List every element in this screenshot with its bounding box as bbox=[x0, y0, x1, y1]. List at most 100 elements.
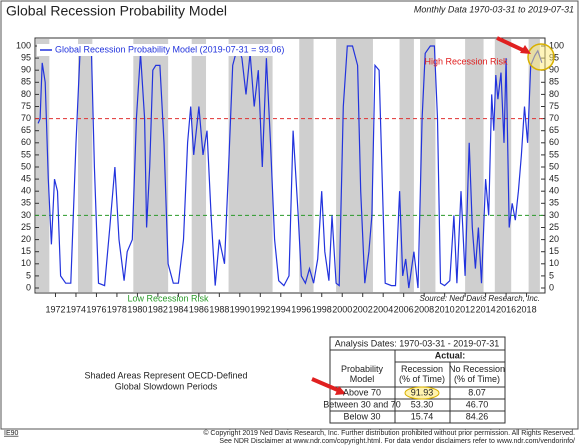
table-group-header: Actual: bbox=[435, 350, 466, 360]
chart-title: Global Recession Probability Model bbox=[6, 3, 227, 19]
y-tick-label: 20 bbox=[21, 234, 31, 244]
arrow bbox=[311, 377, 341, 393]
y-tick-label: 10 bbox=[21, 258, 31, 268]
line-layer: Global Recession Probability Model (2019… bbox=[37, 43, 543, 289]
legend-bg bbox=[37, 44, 287, 56]
y2-tick-label: 5 bbox=[549, 270, 554, 280]
x-tick-label: 2002 bbox=[353, 304, 373, 314]
chart-subtitle: Monthly Data 1970-03-31 to 2019-07-31 bbox=[414, 4, 574, 14]
y-tick-label: 90 bbox=[21, 65, 31, 75]
table-frame bbox=[329, 336, 506, 424]
table-cell: 15.74 bbox=[411, 411, 434, 421]
x-tick-label: 2014 bbox=[476, 304, 496, 314]
y-tick-label: 5 bbox=[26, 270, 31, 280]
y2-tick-label: 30 bbox=[549, 210, 559, 220]
y-tick-label: 30 bbox=[21, 210, 31, 220]
arrow-head bbox=[335, 386, 346, 395]
y2-tick-label: 60 bbox=[549, 137, 559, 147]
y-tick-label: 50 bbox=[21, 161, 31, 171]
y2-tick-label: 45 bbox=[549, 173, 559, 183]
x-tick-label: 1982 bbox=[148, 304, 168, 314]
y-tick-label: 65 bbox=[21, 125, 31, 135]
table-cell: Above 70 bbox=[343, 387, 381, 397]
annotation-layer: High Recession Risk Low Recession Risk S… bbox=[4, 36, 575, 445]
y2-tick-label: 25 bbox=[549, 222, 559, 232]
x-tick-label: 1994 bbox=[271, 304, 291, 314]
x-tick-label: 1990 bbox=[230, 304, 250, 314]
table-header: Probability Model bbox=[341, 364, 384, 384]
x-tick-label: 2008 bbox=[414, 304, 434, 314]
table-header: No Recession (% of Time) bbox=[449, 364, 505, 384]
highlight-ellipse bbox=[404, 386, 440, 400]
series-line bbox=[37, 43, 543, 289]
shading-layer bbox=[36, 39, 540, 292]
table-title: Analysis Dates: 1970-03-31 - 2019-07-31 bbox=[335, 338, 500, 348]
y2-tick-label: 50 bbox=[549, 161, 559, 171]
y-tick-label: 35 bbox=[21, 198, 31, 208]
y2-tick-label: 35 bbox=[549, 198, 559, 208]
x-tick-label: 1996 bbox=[291, 304, 311, 314]
note-line: Shaded Areas Represent OECD-Defined bbox=[84, 370, 247, 380]
x-tick-label: 2018 bbox=[517, 304, 537, 314]
highlight-circle bbox=[527, 43, 555, 71]
outer-frame bbox=[0, 0, 579, 430]
x-tick-label: 2016 bbox=[496, 304, 516, 314]
x-tick-label: 1980 bbox=[127, 304, 147, 314]
shaded-period bbox=[494, 39, 512, 292]
y-tick-label: 100 bbox=[16, 40, 31, 50]
x-tick-label: 1974 bbox=[66, 304, 86, 314]
x-tick-label: 2012 bbox=[455, 304, 475, 314]
x-tick-label: 2004 bbox=[373, 304, 393, 314]
arrow bbox=[496, 36, 528, 54]
x-tick-label: 1976 bbox=[86, 304, 106, 314]
legend-entry: Global Recession Probability Model (2019… bbox=[55, 44, 284, 54]
note-line: Global Slowdown Periods bbox=[115, 381, 218, 391]
stats-table: Analysis Dates: 1970-03-31 - 2019-07-31 … bbox=[311, 336, 506, 424]
y-tick-label: 25 bbox=[21, 222, 31, 232]
y2-tick-label: 55 bbox=[549, 149, 559, 159]
table-cell: Between 30 and 70 bbox=[323, 399, 401, 409]
y-tick-label: 75 bbox=[21, 101, 31, 111]
y2-tick-label: 85 bbox=[549, 77, 559, 87]
y2-tick-label: 15 bbox=[549, 246, 559, 256]
x-tick-label: 2010 bbox=[435, 304, 455, 314]
table-cell: Below 30 bbox=[343, 411, 380, 421]
y2-tick-label: 75 bbox=[549, 101, 559, 111]
chart-code: IE90 bbox=[4, 430, 19, 437]
source-label: Source: Ned Davis Research, Inc. bbox=[420, 294, 541, 303]
y-tick-label: 70 bbox=[21, 113, 31, 123]
table-cell: 91.93 bbox=[411, 387, 434, 397]
footer-line: See NDR Disclaimer at www.ndr.com/copyri… bbox=[219, 438, 575, 445]
x-tick-label: 1988 bbox=[209, 304, 229, 314]
y2-tick-label: 20 bbox=[549, 234, 559, 244]
plot-frame bbox=[34, 37, 546, 294]
table-header: Recession (% of Time) bbox=[399, 364, 445, 384]
y-tick-label: 60 bbox=[21, 137, 31, 147]
y-tick-label: 15 bbox=[21, 246, 31, 256]
x-tick-label: 1992 bbox=[250, 304, 270, 314]
shaded-period bbox=[528, 39, 540, 292]
y2-tick-label: 70 bbox=[549, 113, 559, 123]
y2-tick-label: 10 bbox=[549, 258, 559, 268]
high-risk-label: High Recession Risk bbox=[424, 56, 508, 66]
x-tick-label: 1984 bbox=[168, 304, 188, 314]
y-tick-label: 40 bbox=[21, 186, 31, 196]
y2-tick-label: 65 bbox=[549, 125, 559, 135]
x-tick-label: 1986 bbox=[189, 304, 209, 314]
y-tick-label: 55 bbox=[21, 149, 31, 159]
x-tick-label: 1998 bbox=[312, 304, 332, 314]
x-tick-label: 2000 bbox=[332, 304, 352, 314]
x-tick-label: 2006 bbox=[394, 304, 414, 314]
shaded-period bbox=[191, 39, 207, 292]
y-tick-label: 95 bbox=[21, 52, 31, 62]
y2-tick-label: 100 bbox=[549, 40, 564, 50]
shaded-period bbox=[299, 39, 314, 292]
y2-tick-label: 90 bbox=[549, 65, 559, 75]
shaded-period bbox=[420, 39, 436, 292]
y-tick-label: 45 bbox=[21, 173, 31, 183]
shaded-period bbox=[399, 39, 414, 292]
y2-tick-label: 80 bbox=[549, 89, 559, 99]
shaded-period bbox=[78, 39, 93, 292]
y2-tick-label: 0 bbox=[549, 282, 554, 292]
